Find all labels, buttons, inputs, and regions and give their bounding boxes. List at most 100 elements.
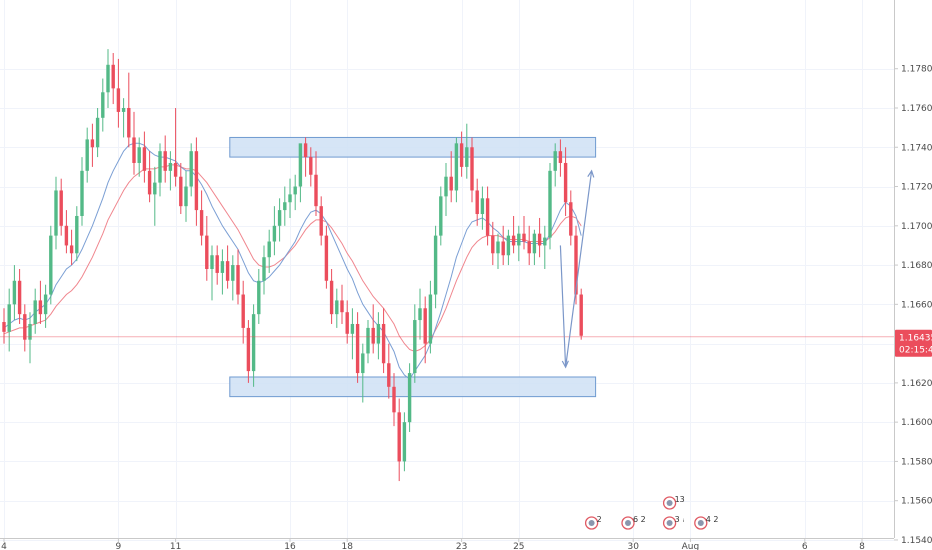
candle-up[interactable] bbox=[428, 280, 433, 354]
candle-down[interactable] bbox=[23, 304, 27, 352]
candle-down[interactable] bbox=[381, 308, 386, 374]
candle-down[interactable] bbox=[423, 296, 427, 364]
candle-up[interactable] bbox=[454, 137, 459, 203]
candlestick-series[interactable] bbox=[2, 49, 583, 482]
candle-up[interactable] bbox=[49, 225, 53, 305]
candle-up[interactable] bbox=[439, 186, 443, 246]
candle-up[interactable] bbox=[137, 137, 141, 177]
candle-down[interactable] bbox=[246, 320, 251, 383]
candle-down[interactable] bbox=[522, 215, 526, 250]
candle-down[interactable] bbox=[324, 225, 329, 289]
candle-up[interactable] bbox=[7, 288, 11, 352]
candle-up[interactable] bbox=[231, 255, 235, 301]
candle-up[interactable] bbox=[418, 288, 422, 340]
candle-up[interactable] bbox=[43, 284, 48, 328]
event-marker[interactable]: 3 ꜟ bbox=[662, 515, 685, 530]
event-marker[interactable]: 2 bbox=[584, 515, 602, 530]
candle-up[interactable] bbox=[28, 312, 32, 364]
candle-down[interactable] bbox=[329, 269, 334, 324]
candle-up[interactable] bbox=[548, 162, 552, 250]
candle-down[interactable] bbox=[241, 280, 245, 344]
candle-up[interactable] bbox=[407, 363, 412, 432]
candle-down[interactable] bbox=[194, 137, 199, 226]
candle-down[interactable] bbox=[511, 215, 516, 254]
candle-down[interactable] bbox=[558, 139, 563, 177]
time-axis[interactable]: 4 9 11 16 18 23 25 30 Aug 6 8 bbox=[1, 538, 865, 550]
candle-down[interactable] bbox=[501, 225, 505, 266]
candle-down[interactable] bbox=[449, 151, 453, 203]
candle-down[interactable] bbox=[371, 304, 375, 354]
candle-down[interactable] bbox=[309, 147, 313, 187]
candle-down[interactable] bbox=[205, 215, 209, 281]
candle-down[interactable] bbox=[319, 196, 323, 246]
candle-up[interactable] bbox=[553, 143, 557, 187]
candle-up[interactable] bbox=[277, 198, 282, 242]
candle-down[interactable] bbox=[64, 210, 69, 254]
candle-up[interactable] bbox=[433, 225, 438, 309]
support-resistance-zones[interactable] bbox=[229, 136, 597, 398]
candle-down[interactable] bbox=[387, 343, 391, 399]
candle-down[interactable] bbox=[579, 288, 583, 340]
candle-down[interactable] bbox=[142, 131, 147, 183]
candle-up[interactable] bbox=[220, 249, 225, 295]
candle-down[interactable] bbox=[173, 107, 178, 187]
candle-down[interactable] bbox=[236, 249, 240, 305]
candle-up[interactable] bbox=[267, 229, 271, 273]
price-zone[interactable] bbox=[229, 376, 597, 398]
candle-up[interactable] bbox=[54, 176, 58, 250]
candle-up[interactable] bbox=[101, 78, 105, 132]
candle-up[interactable] bbox=[298, 143, 303, 203]
candle-down[interactable] bbox=[459, 131, 464, 177]
candle-up[interactable] bbox=[262, 245, 266, 295]
economic-events[interactable]: 2 6 2 3 ꜟ 4 2 13 bbox=[584, 495, 719, 530]
candle-up[interactable] bbox=[444, 162, 448, 216]
candle-down[interactable] bbox=[132, 111, 136, 175]
candle-down[interactable] bbox=[17, 269, 22, 324]
candle-down[interactable] bbox=[90, 123, 95, 167]
candle-up[interactable] bbox=[106, 49, 110, 108]
candle-down[interactable] bbox=[215, 245, 219, 285]
candle-down[interactable] bbox=[59, 178, 63, 236]
candle-down[interactable] bbox=[314, 151, 318, 216]
candle-down[interactable] bbox=[485, 186, 490, 246]
event-marker[interactable]: 4 2 bbox=[694, 515, 719, 530]
candle-up[interactable] bbox=[376, 312, 381, 360]
candle-down[interactable] bbox=[69, 229, 74, 266]
candle-up[interactable] bbox=[168, 151, 173, 191]
candle-down[interactable] bbox=[116, 58, 121, 128]
candle-up[interactable] bbox=[288, 178, 292, 218]
candle-down[interactable] bbox=[527, 225, 531, 266]
candle-down[interactable] bbox=[179, 162, 183, 215]
candle-up[interactable] bbox=[33, 288, 37, 334]
candle-down[interactable] bbox=[397, 398, 401, 482]
candle-up[interactable] bbox=[257, 269, 261, 324]
candle-up[interactable] bbox=[480, 186, 485, 230]
candle-up[interactable] bbox=[251, 304, 256, 387]
projection-arrow[interactable] bbox=[559, 169, 595, 369]
candle-up[interactable] bbox=[350, 308, 355, 360]
candle-up[interactable] bbox=[366, 320, 370, 364]
candle-up[interactable] bbox=[506, 229, 511, 266]
candle-down[interactable] bbox=[127, 72, 131, 148]
candle-up[interactable] bbox=[335, 288, 339, 328]
candle-up[interactable] bbox=[12, 265, 17, 321]
candle-down[interactable] bbox=[470, 137, 474, 203]
candle-down[interactable] bbox=[38, 280, 43, 324]
candle-up[interactable] bbox=[272, 206, 277, 256]
candle-down[interactable] bbox=[147, 151, 152, 203]
candle-up[interactable] bbox=[121, 98, 126, 138]
candle-down[interactable] bbox=[340, 284, 344, 324]
candle-down[interactable] bbox=[303, 137, 308, 177]
event-marker[interactable]: 13 bbox=[662, 495, 685, 510]
candle-down[interactable] bbox=[491, 221, 495, 266]
candle-down[interactable] bbox=[537, 217, 542, 258]
candle-up[interactable] bbox=[85, 127, 89, 183]
candle-down[interactable] bbox=[111, 53, 115, 105]
candle-up[interactable] bbox=[189, 143, 193, 197]
candle-up[interactable] bbox=[293, 174, 297, 211]
candle-down[interactable] bbox=[355, 312, 360, 383]
candle-up[interactable] bbox=[184, 170, 188, 222]
candle-up[interactable] bbox=[543, 225, 547, 269]
candle-down[interactable] bbox=[563, 147, 568, 216]
